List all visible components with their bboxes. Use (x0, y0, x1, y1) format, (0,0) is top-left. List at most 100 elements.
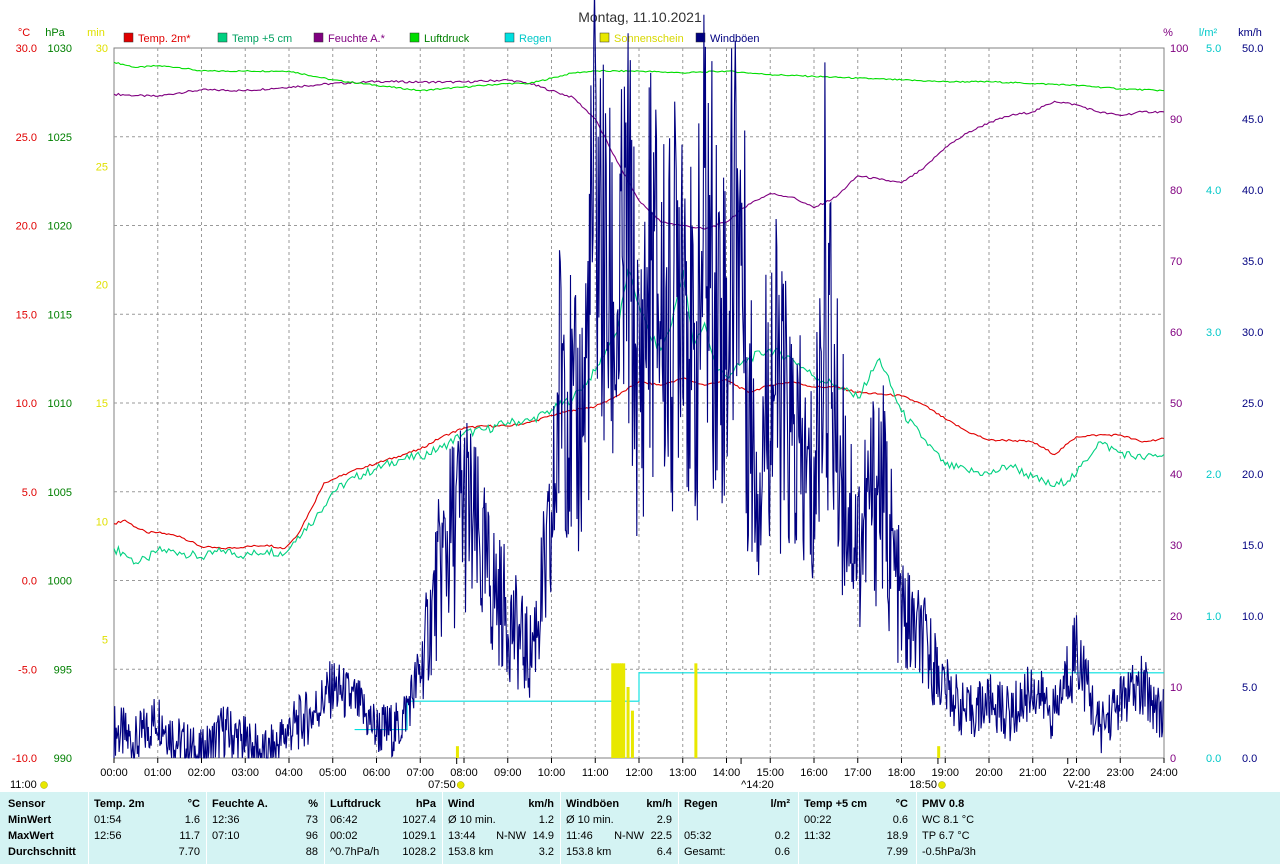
stats-cell: 07:10 (212, 830, 240, 842)
temp-axis-unit: °C (18, 27, 30, 39)
x-tick-label: 14:00 (713, 767, 741, 779)
stats-divider (678, 792, 679, 864)
stats-cell: 73 (305, 814, 318, 826)
x-tick-label: 10:00 (538, 767, 566, 779)
stats-cell: Ø 10 min. (448, 814, 496, 826)
stats-cell: 88 (305, 846, 318, 858)
legend-label: Feuchte A.* (328, 33, 386, 45)
sun_minutes-tick-label: 20 (96, 280, 108, 292)
pressure-tick-label: 1025 (48, 132, 72, 144)
humidity-axis-unit: % (1163, 27, 1173, 39)
sunshine-bar (626, 687, 630, 758)
stats-cell: -0.5hPa/3h (922, 846, 976, 858)
stats-cell: 1029.1 (402, 830, 436, 842)
wind-tick-label: 35.0 (1242, 256, 1263, 268)
x-tick-label: 19:00 (931, 767, 959, 779)
stats-cell: 18.9 (886, 830, 908, 842)
sunshine-bar (455, 746, 459, 758)
sunshine-bar (630, 710, 634, 758)
stats-divider (916, 792, 917, 864)
sunshine-bar (620, 663, 623, 758)
pressure-tick-label: 1020 (48, 221, 72, 233)
x-tick-label: 06:00 (363, 767, 391, 779)
axes: °C 30.0 25.0 20.0 15.0 10.0 5.0 0.0 -5.0 -10.0 hPa… (12, 27, 1264, 779)
sunshine-bar (611, 663, 615, 758)
stats-cell: Wind (448, 798, 475, 810)
pressure-tick-label: 1015 (48, 309, 72, 321)
stats-cell: MaxWert (8, 830, 54, 842)
rain-tick-label: 4.0 (1206, 185, 1221, 197)
humidity-tick-label: 30 (1170, 540, 1182, 552)
sunshine-bar (622, 663, 626, 758)
temp-tick-label: 5.0 (22, 487, 37, 499)
wind-tick-label: 0.0 (1242, 753, 1257, 765)
x-tick-label: 23:00 (1106, 767, 1134, 779)
legend-swatch (695, 32, 706, 43)
stats-cell: 6.4 (656, 846, 672, 858)
sunshine-bar (613, 663, 617, 758)
wind-tick-label: 15.0 (1242, 540, 1263, 552)
stats-cell: 14.9 (532, 830, 554, 842)
stats-cell: N-NW (614, 830, 644, 842)
temp-tick-label: 10.0 (16, 398, 37, 410)
sunshine-bar (694, 663, 698, 758)
rain-tick-label: 0.0 (1206, 753, 1221, 765)
stats-row: Sensor Temp. 2m °C Feuchte A.% Luftdruck hPa W… (0, 798, 1280, 814)
stats-cell: °C (895, 798, 908, 810)
pressure-tick-label: 995 (54, 664, 72, 676)
stats-cell: 00:22 (804, 814, 832, 826)
temp-tick-label: 30.0 (16, 43, 37, 55)
marker-label: ^14:20 (741, 779, 774, 791)
stats-cell: N-NW (496, 830, 526, 842)
stats-cell: 13:44 (448, 830, 476, 842)
wind-tick-label: 45.0 (1242, 114, 1263, 126)
sun-icon (40, 781, 48, 789)
x-tick-label: 07:00 (406, 767, 434, 779)
stats-cell: 1028.2 (402, 846, 436, 858)
stats-cell: l/m² (770, 798, 790, 810)
x-tick-label: 01:00 (144, 767, 172, 779)
stats-cell: 05:32 (684, 830, 712, 842)
stats-divider (798, 792, 799, 864)
stats-cell: PMV 0.8 (922, 798, 965, 810)
x-tick-label: 24:00 (1150, 767, 1178, 779)
legend-swatch (409, 32, 420, 43)
stats-cell: Luftdruck (330, 798, 381, 810)
rain-axis-unit: l/m² (1199, 27, 1218, 39)
stats-cell: ^0.7hPa/h (330, 846, 380, 858)
pressure-tick-label: 1005 (48, 487, 72, 499)
humidity-tick-label: 90 (1170, 114, 1182, 126)
humidity-tick-label: 0 (1170, 753, 1176, 765)
pressure-tick-label: 1010 (48, 398, 72, 410)
stats-cell: 1027.4 (402, 814, 436, 826)
marker-label: V-21:48 (1068, 779, 1106, 791)
stats-cell: °C (187, 798, 200, 810)
stats-divider (560, 792, 561, 864)
stats-cell: 2.9 (656, 814, 672, 826)
stats-cell: 153.8 km (448, 846, 494, 858)
temp-tick-label: 25.0 (16, 132, 37, 144)
stats-cell: 1.6 (184, 814, 200, 826)
stats-cell: 0.6 (892, 814, 908, 826)
x-tick-label: 21:00 (1019, 767, 1047, 779)
stats-cell: 7.70 (178, 846, 200, 858)
wind-tick-label: 40.0 (1242, 185, 1263, 197)
stats-row: MaxWert 12:56 11.7 07:10 96 00:02 1029.1 13:44 N… (0, 830, 1280, 846)
legend-swatch (123, 32, 134, 43)
sun_minutes-tick-label: 15 (96, 398, 108, 410)
x-tick-label: 09:00 (494, 767, 522, 779)
rain-tick-label: 3.0 (1206, 327, 1221, 339)
legend-label: Sonnenschein (614, 33, 684, 45)
stats-divider (324, 792, 325, 864)
legend-swatch (313, 32, 324, 43)
series-layer (113, 0, 1165, 759)
legend-label: Luftdruck (424, 33, 470, 45)
stats-cell: 7.99 (886, 846, 908, 858)
x-tick-label: 05:00 (319, 767, 347, 779)
stats-divider (88, 792, 89, 864)
stats-row: Durchschnitt 7.70 88 ^0.7hPa/h 1028.2 153.8 k… (0, 846, 1280, 862)
stats-cell: Temp +5 cm (804, 798, 868, 810)
temp-tick-label: 0.0 (22, 576, 37, 588)
temp-tick-label: 20.0 (16, 221, 37, 233)
humidity-tick-label: 100 (1170, 43, 1188, 55)
